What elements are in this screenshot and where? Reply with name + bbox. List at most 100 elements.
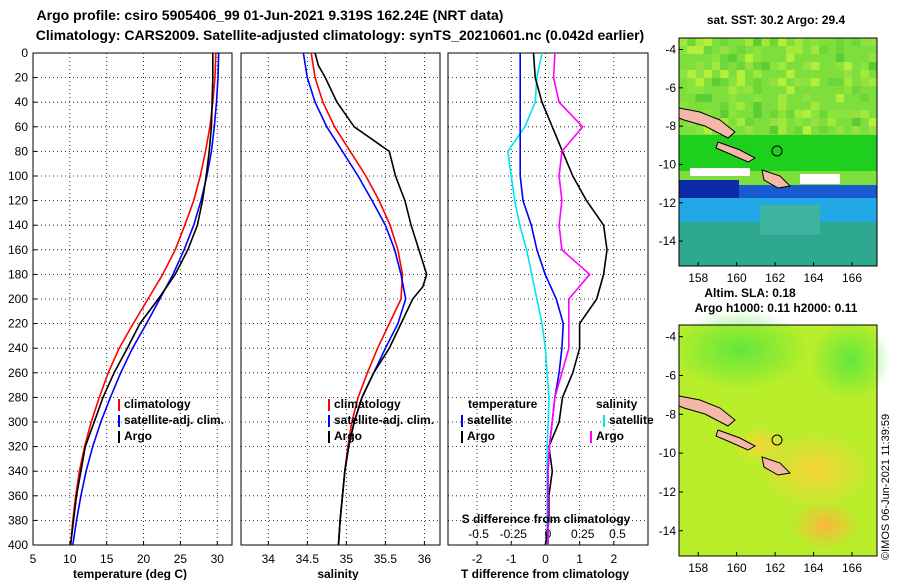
sla-map-title-1: Altim. SLA: 0.18 [704,286,796,300]
sst-cell [786,86,795,95]
sst-dark-blue-band [679,180,739,200]
sst-cell [835,110,845,119]
sst-map: 158 160 162 164 166 -4 -6 -8 -10 -12 -14 [659,37,878,285]
sst-cell [868,54,878,63]
temperature-legend: climatology satellite-adj. clim. Argo [118,397,224,443]
sst-cell [860,38,869,47]
x-tick-label: 35.5 [374,552,398,566]
sst-cell [794,78,803,87]
x-tick-label: 36 [418,552,432,566]
sst-cell [720,62,729,71]
sst-cell [852,118,861,127]
depth-tick-label: 220 [8,317,28,331]
top-tick-label: -0.25 [500,527,528,541]
sst-cell [835,38,845,47]
legend-label-temp-satellite: satellite [467,413,512,427]
sst-cell [778,118,787,127]
sst-cell [703,94,713,103]
temperature-xlabel: temperature (deg C) [73,567,187,580]
sst-cell [769,110,779,119]
x-tick-label: -2 [472,552,483,566]
legend-label-argo: Argo [124,429,152,443]
series-line-argo [69,53,214,546]
map-lon-label: 158 [688,271,708,285]
sst-cell [819,118,828,127]
sst-cell [811,102,820,111]
x-tick-label: 34.5 [296,552,320,566]
sst-cell [695,70,704,79]
map-lat-label: -14 [659,234,677,248]
sst-teal-patch [760,205,820,235]
sst-cell [679,62,688,71]
sst-cell [753,70,762,79]
series-line-temperature-argo [532,52,608,546]
sst-cell [835,62,845,71]
sst-cell [745,86,754,95]
sst-cell [753,46,762,55]
sst-cell [852,86,861,95]
x-tick-label: -1 [506,552,517,566]
sst-cell [852,62,861,71]
sst-cell [786,62,795,71]
sst-cell [819,126,828,135]
sst-cell [753,54,762,63]
difference-xlabel: T difference from climatology [461,567,629,580]
sst-cell [827,54,836,63]
depth-tick-label: 400 [8,538,28,552]
sst-cell [720,70,729,79]
sst-cell [687,62,696,71]
map-lat-label: -10 [659,446,677,460]
sst-cell [728,94,737,103]
sst-cell [778,62,787,71]
sst-cell [745,54,754,63]
sst-cell [753,78,762,87]
depth-tick-label: 300 [8,415,28,429]
sst-cell [844,62,853,71]
sst-cell [753,102,762,111]
sst-cell [802,94,812,103]
top-tick-label: 0.25 [571,527,595,541]
sst-cell [736,62,746,71]
sst-cell [852,38,861,47]
x-tick-label: 34 [262,552,276,566]
sst-cell [811,86,820,95]
map-lat-label: -14 [659,524,677,538]
depth-tick-label: 100 [8,169,28,183]
sst-cell [753,110,762,119]
sst-cell [811,118,820,127]
depth-tick-label: 360 [8,489,28,503]
sst-cell [703,126,713,135]
sst-cell [687,78,696,87]
sst-cell [794,110,803,119]
sst-cell [844,110,853,119]
island-outline [678,107,736,139]
sst-green-band [679,135,877,171]
sst-cell [868,126,878,135]
map-lat-label: -10 [659,157,677,171]
sst-cell [860,78,869,87]
sst-cell [736,86,746,95]
sst-cell [811,38,820,47]
depth-tick-label: 180 [8,267,28,281]
depth-tick-label: 240 [8,341,28,355]
salinity-panel: 34 34.5 35 35.5 36 [241,52,440,566]
sst-cell [868,38,878,47]
sst-cell [703,46,713,55]
sst-cell [835,94,845,103]
sst-cell [745,118,754,127]
sst-cell [844,70,853,79]
x-tick-label: 15 [100,552,114,566]
sst-cell [769,102,779,111]
title-line-2: Climatology: CARS2009. Satellite-adjuste… [36,27,644,43]
sst-cell [720,118,729,127]
sst-cell [827,118,836,127]
map-lat-label: -4 [665,42,676,56]
sst-cell [712,62,721,71]
sst-cell [687,38,696,47]
sst-cell [811,46,820,55]
depth-tick-label: 40 [15,95,29,109]
sst-cell [679,46,688,55]
island-outline [761,456,792,476]
x-tick-label: 2 [610,552,617,566]
sst-cell [802,62,812,71]
